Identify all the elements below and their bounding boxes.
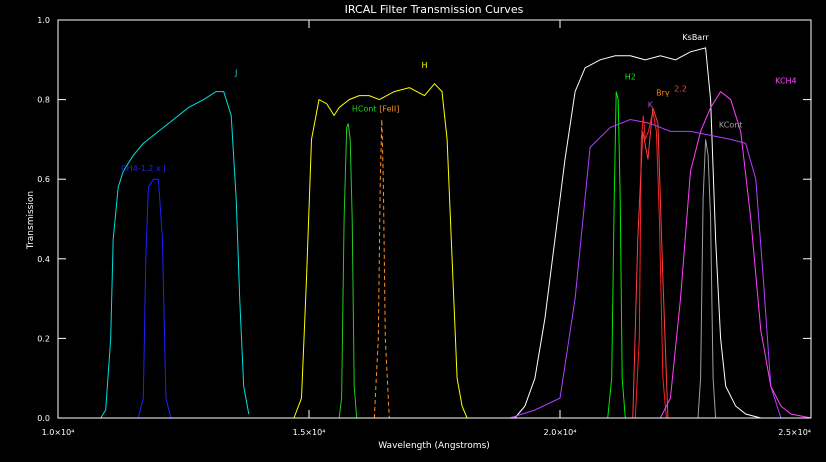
series-label-j: J — [234, 69, 237, 78]
y-axis-label: Transmission — [26, 191, 36, 250]
series-label-kch4: KCH4 — [775, 77, 797, 86]
series-label-kcont: KCont — [719, 120, 743, 129]
series-label-feii: [FeII] — [379, 105, 399, 114]
series-line-h — [293, 82, 468, 419]
series-line-kcont — [697, 139, 717, 419]
series-label-ch4-1-2-x-j: CH4-1.2 x J — [121, 164, 165, 173]
x-tick-label: 1.0×10⁴ — [42, 428, 75, 437]
chart-title: IRCAL Filter Transmission Curves — [345, 3, 524, 16]
series-line-2-2 — [632, 107, 669, 419]
series-label-br: Brγ — [656, 89, 670, 98]
series-line-ksbarr — [514, 47, 761, 419]
series-label-hcont: HCont — [352, 105, 377, 114]
y-tick-label: 0.4 — [37, 255, 50, 264]
x-tick-label: 1.5×10⁴ — [293, 428, 326, 437]
series-label-ksbarr: KsBarr — [682, 33, 709, 42]
series-line-hcont — [338, 123, 358, 419]
series-line-h2 — [607, 91, 626, 419]
x-axis-label: Wavelength (Angstroms) — [378, 441, 490, 451]
series-label-k: K — [648, 101, 654, 110]
y-tick-label: 0.6 — [37, 175, 50, 184]
series-layer — [100, 47, 812, 419]
y-tick-label: 1.0 — [37, 16, 50, 25]
x-tick-label: 2.5×10⁴ — [778, 428, 811, 437]
ticks-layer: 1.0×10⁴ 1.5×10⁴ 2.0×10⁴ 2.5×10⁴ 0.0 0.2 0.4 0.6… — [37, 16, 812, 437]
series-line-j — [100, 91, 250, 419]
series-line-feii — [373, 119, 390, 419]
y-tick-label: 0.2 — [37, 334, 50, 343]
x-tick-label: 2.0×10⁴ — [544, 428, 577, 437]
series-line-ch4-1-2-x-j — [137, 178, 172, 419]
series-line-kch4 — [659, 90, 812, 419]
series-line-k — [509, 118, 782, 419]
y-tick-label: 0.8 — [37, 96, 50, 105]
series-label-h: H — [421, 61, 427, 70]
series-label-2-2: 2.2 — [674, 85, 687, 94]
series-label-h2: H2 — [625, 73, 636, 82]
series-line-br — [634, 111, 667, 419]
y-tick-label: 0.0 — [37, 414, 50, 423]
plot-frame — [57, 19, 812, 419]
